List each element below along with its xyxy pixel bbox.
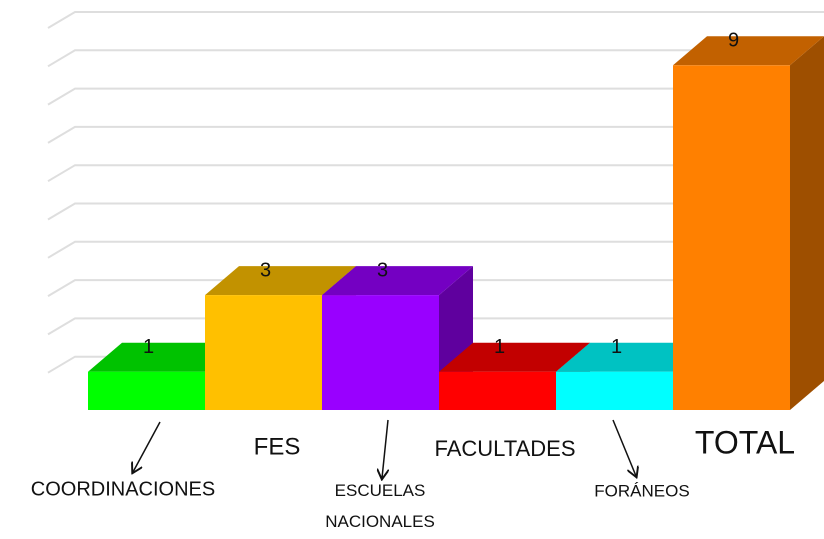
grid-line bbox=[47, 317, 824, 336]
grid-line bbox=[47, 11, 824, 29]
category-label: ESCUELAS NACIONALES bbox=[325, 481, 435, 531]
grid-line bbox=[47, 240, 824, 259]
category-label: FES bbox=[254, 433, 301, 460]
bar bbox=[439, 371, 556, 410]
category-label: TOTAL bbox=[695, 424, 795, 460]
grid-line bbox=[47, 202, 824, 221]
label-arrow bbox=[382, 419, 388, 478]
bar-top bbox=[673, 36, 824, 66]
bars bbox=[88, 36, 824, 411]
bar-top bbox=[556, 342, 707, 372]
grid-line bbox=[47, 125, 824, 144]
grid-line bbox=[47, 164, 824, 183]
label-arrow bbox=[612, 419, 636, 476]
grid bbox=[47, 11, 824, 374]
bar bbox=[205, 295, 322, 410]
value-label: 1 bbox=[143, 336, 154, 358]
bar-top bbox=[88, 342, 239, 372]
grid-line bbox=[47, 279, 824, 297]
bar-side bbox=[790, 36, 824, 411]
value-label: 1 bbox=[611, 336, 622, 358]
category-label: FORÁNEOS bbox=[594, 481, 689, 500]
value-label: 1 bbox=[494, 336, 505, 358]
grid-line bbox=[47, 87, 824, 106]
value-label: 3 bbox=[377, 259, 388, 281]
category-label: FACULTADES bbox=[435, 436, 576, 461]
bar-top bbox=[322, 266, 473, 296]
labels: 1 3 3 1 1 9 COORDINACIONES FES ESCUELAS NACIONALE… bbox=[31, 30, 795, 532]
category-label: COORDINACIONES bbox=[31, 478, 215, 500]
bar bbox=[673, 65, 790, 411]
value-label: 9 bbox=[728, 30, 739, 52]
value-label: 3 bbox=[260, 259, 271, 281]
grid-line bbox=[47, 49, 824, 68]
label-arrow bbox=[133, 421, 161, 472]
bar bbox=[88, 371, 205, 410]
bar bbox=[322, 295, 439, 410]
bar bbox=[556, 371, 673, 410]
bar-top bbox=[205, 266, 356, 296]
bar-top bbox=[439, 342, 590, 372]
